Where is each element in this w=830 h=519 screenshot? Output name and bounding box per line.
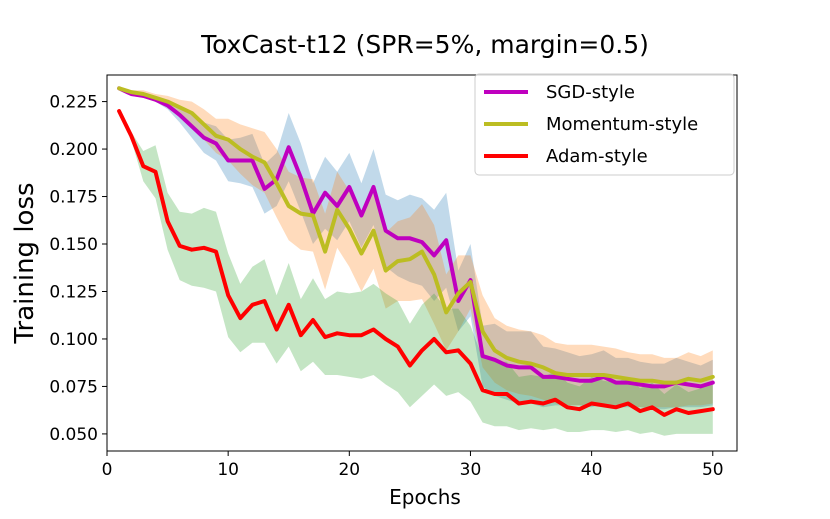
y-tick-label: 0.075	[49, 377, 98, 397]
x-axis: 0 10 20 30 40 50	[102, 451, 724, 480]
legend: SGD-style Momentum-style Adam-style	[474, 73, 735, 176]
y-tick-label: 0.100	[49, 330, 98, 350]
x-axis-label: Epochs	[389, 485, 461, 509]
x-tick-label: 0	[102, 460, 113, 480]
y-tick-label: 0.050	[49, 425, 98, 445]
legend-box	[474, 73, 735, 176]
y-axis-label: Training loss	[10, 182, 40, 344]
x-tick-label: 30	[460, 460, 482, 480]
y-tick-label: 0.125	[49, 282, 98, 302]
line-series-0	[117, 86, 715, 389]
legend-label-0: SGD-style	[546, 82, 635, 103]
legend-label-1: Momentum-style	[546, 114, 698, 135]
x-tick-label: 50	[702, 460, 724, 480]
plot-area	[106, 74, 738, 452]
y-tick-label: 0.175	[49, 188, 98, 208]
y-tick-label: 0.225	[49, 93, 98, 113]
plot-frame	[106, 74, 738, 452]
chart-title: ToxCast-t12 (SPR=5%, margin=0.5)	[200, 30, 649, 59]
series-lines	[117, 86, 715, 417]
x-tick-label: 10	[217, 460, 239, 480]
y-tick-label: 0.150	[49, 235, 98, 255]
band-series-2	[119, 109, 713, 436]
line-series-1	[117, 86, 715, 385]
legend-label-2: Adam-style	[546, 146, 648, 167]
y-axis: 0.050 0.075 0.100 0.125 0.150 0.175 0.200 0.225	[49, 93, 107, 445]
y-tick-label: 0.200	[49, 140, 98, 160]
line-series-2	[117, 109, 715, 417]
x-tick-label: 40	[581, 460, 603, 480]
x-tick-label: 20	[338, 460, 360, 480]
